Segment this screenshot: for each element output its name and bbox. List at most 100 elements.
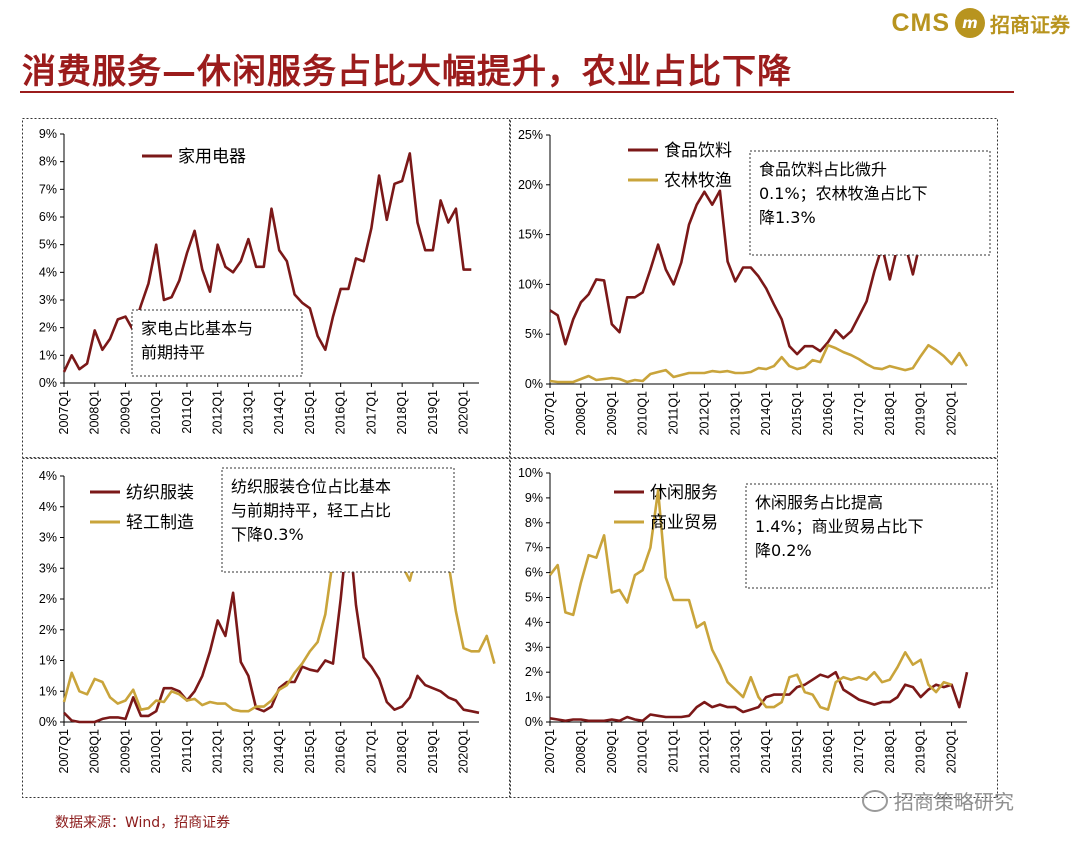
y-tick-label: 7% bbox=[39, 182, 57, 196]
legend-label: 商业贸易 bbox=[650, 513, 718, 533]
annotation-line: 食品饮料占比微升 bbox=[759, 160, 887, 179]
y-tick-label: 8% bbox=[525, 516, 543, 530]
y-tick-label: 6% bbox=[525, 566, 543, 580]
x-tick-label: 2015Q1 bbox=[303, 729, 317, 774]
annotation-frame bbox=[131, 309, 303, 377]
x-tick-label: 2007Q1 bbox=[543, 391, 557, 436]
x-tick-label: 2007Q1 bbox=[57, 390, 71, 435]
annotation-line: 休闲服务占比提高 bbox=[755, 493, 883, 512]
y-tick-label: 1% bbox=[39, 654, 57, 668]
x-tick-label: 2019Q1 bbox=[914, 391, 928, 436]
y-tick-label: 4% bbox=[525, 615, 543, 629]
chart-panel-appliances: 0% 1% 2% 3% 4% 5% 6% 7% 8% 9% 2007Q1 2008Q1 2009Q1 20… bbox=[22, 118, 510, 458]
y-tick-label: 7% bbox=[525, 541, 543, 555]
x-tick-label: 2007Q1 bbox=[57, 729, 71, 774]
annotation-frame bbox=[745, 483, 993, 589]
y-tick-label: 1% bbox=[39, 348, 57, 362]
x-tick-label: 2017Q1 bbox=[852, 391, 866, 436]
y-tick-label: 6% bbox=[39, 210, 57, 224]
x-tick-label: 2014Q1 bbox=[759, 391, 773, 436]
annotation-frame bbox=[749, 150, 991, 256]
logo-company-name: 招商证券 bbox=[990, 12, 1070, 37]
x-tick-label: 2007Q1 bbox=[543, 729, 557, 774]
x-tick-label: 2018Q1 bbox=[883, 729, 897, 774]
y-tick-label: 1% bbox=[39, 684, 57, 698]
company-logo: CMS m 招商证券 bbox=[891, 8, 1070, 38]
x-tick-label: 2019Q1 bbox=[426, 729, 440, 774]
x-tick-label: 2009Q1 bbox=[118, 729, 132, 774]
x-tick-label: 2015Q1 bbox=[790, 729, 804, 774]
x-tick-label: 2016Q1 bbox=[334, 729, 348, 774]
y-tick-label: 3% bbox=[525, 640, 543, 654]
x-tick-label: 2011Q1 bbox=[180, 729, 194, 773]
legend-label: 农林牧渔 bbox=[664, 171, 732, 191]
legend-label: 家用电器 bbox=[178, 147, 246, 167]
legend-label: 纺织服装 bbox=[126, 483, 194, 503]
line-chart: 0% 1% 2% 3% 4% 5% 6% 7% 8% 9% 10% 2007Q1 2008Q1 2009Q… bbox=[510, 458, 998, 798]
x-tick-label: 2010Q1 bbox=[149, 390, 163, 435]
y-tick-label: 10% bbox=[518, 277, 543, 291]
chart-frame bbox=[510, 458, 998, 798]
annotation-line: 1.4%；商业贸易占比下 bbox=[755, 517, 924, 536]
line-chart: 0% 1% 1% 2% 2% 3% 3% 4% 4% 2007Q1 2008Q1 2009Q1 2010… bbox=[22, 458, 510, 798]
x-tick-label: 2009Q1 bbox=[118, 390, 132, 435]
legend-label: 休闲服务 bbox=[650, 483, 718, 503]
y-tick-label: 20% bbox=[518, 178, 543, 192]
annotation-line: 纺织服装仓位占比基本 bbox=[231, 477, 391, 496]
x-tick-label: 2018Q1 bbox=[883, 391, 897, 436]
x-tick-label: 2008Q1 bbox=[574, 729, 588, 774]
annotation-frame bbox=[221, 467, 455, 573]
series-line-1 bbox=[549, 189, 960, 356]
x-tick-label: 2016Q1 bbox=[821, 729, 835, 774]
x-tick-label: 2012Q1 bbox=[697, 729, 711, 774]
x-tick-label: 2011Q1 bbox=[667, 391, 681, 435]
x-tick-label: 2019Q1 bbox=[426, 390, 440, 435]
page-title: 消费服务—休闲服务占比大幅提升，农业占比下降 bbox=[22, 52, 792, 92]
legend-label: 食品饮料 bbox=[664, 141, 732, 161]
x-tick-label: 2010Q1 bbox=[636, 729, 650, 774]
x-tick-label: 2011Q1 bbox=[180, 390, 194, 434]
y-tick-label: 2% bbox=[39, 321, 57, 335]
title-divider bbox=[20, 91, 1014, 93]
y-tick-label: 9% bbox=[525, 491, 543, 505]
y-tick-label: 9% bbox=[39, 127, 57, 141]
x-tick-label: 2013Q1 bbox=[241, 390, 255, 435]
x-tick-label: 2008Q1 bbox=[88, 729, 102, 774]
x-tick-label: 2013Q1 bbox=[728, 729, 742, 774]
logo-text: CMS bbox=[891, 8, 950, 37]
source-note: 数据来源：Wind，招商证券 bbox=[55, 815, 231, 831]
x-tick-label: 2017Q1 bbox=[852, 729, 866, 774]
y-tick-label: 0% bbox=[525, 377, 543, 391]
x-tick-label: 2010Q1 bbox=[636, 391, 650, 436]
x-tick-label: 2017Q1 bbox=[364, 390, 378, 435]
x-tick-label: 2014Q1 bbox=[272, 390, 286, 435]
logo-badge-icon: m bbox=[955, 8, 985, 38]
series-line-1 bbox=[549, 670, 969, 723]
y-tick-label: 0% bbox=[525, 715, 543, 729]
y-tick-label: 4% bbox=[39, 265, 57, 279]
watermark-text: 招商策略研究 bbox=[894, 790, 1014, 814]
y-tick-label: 8% bbox=[39, 155, 57, 169]
x-tick-label: 2013Q1 bbox=[241, 729, 255, 774]
annotation-line: 降1.3% bbox=[759, 208, 816, 227]
x-tick-label: 2009Q1 bbox=[605, 391, 619, 436]
y-tick-label: 5% bbox=[525, 591, 543, 605]
x-tick-label: 2008Q1 bbox=[574, 391, 588, 436]
x-tick-label: 2013Q1 bbox=[728, 391, 742, 436]
chart-panel-food-agriculture: 0% 5% 10% 15% 20% 25% 2007Q1 2008Q1 2009Q1 2010Q1… bbox=[510, 118, 998, 458]
chart-frame bbox=[22, 458, 510, 798]
x-tick-label: 2020Q1 bbox=[945, 391, 959, 436]
line-chart: 0% 5% 10% 15% 20% 25% 2007Q1 2008Q1 2009Q1 2010Q1… bbox=[510, 118, 998, 458]
x-tick-label: 2017Q1 bbox=[364, 729, 378, 774]
y-tick-label: 1% bbox=[525, 690, 543, 704]
chart-panel-leisure-commerce: 0% 1% 2% 3% 4% 5% 6% 7% 8% 9% 10% 2007Q1 2008Q1 2009Q… bbox=[510, 458, 998, 798]
x-tick-label: 2020Q1 bbox=[457, 729, 471, 774]
line-chart: 0% 1% 2% 3% 4% 5% 6% 7% 8% 9% 2007Q1 2008Q1 2009Q1 20… bbox=[22, 118, 510, 458]
x-tick-label: 2016Q1 bbox=[334, 390, 348, 435]
x-tick-label: 2020Q1 bbox=[457, 390, 471, 435]
annotation-line: 家电占比基本与 bbox=[141, 319, 253, 338]
legend-label: 轻工制造 bbox=[126, 513, 194, 533]
